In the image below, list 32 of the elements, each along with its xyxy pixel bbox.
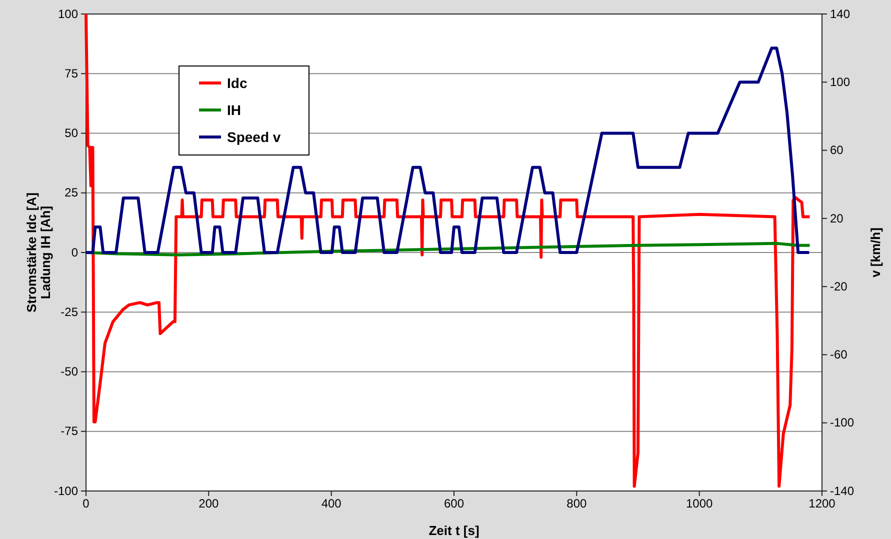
y2-tick-label: 60 (830, 143, 844, 158)
legend-label: IH (227, 102, 241, 118)
y2-axis-title: v [km/h] (868, 228, 883, 278)
line-series (84, 46, 811, 254)
y-tick-label: -50 (60, 364, 78, 379)
y-tick-label: -25 (60, 304, 78, 319)
y-tick-label: 50 (64, 126, 78, 140)
y2-tick-label: -60 (830, 348, 848, 362)
x-tick-label: 0 (82, 496, 90, 511)
y-tick-label: -100 (54, 484, 78, 498)
x-axis-title: Zeit t [s] (428, 523, 480, 538)
y2-tick-label: 100 (830, 74, 850, 89)
y-tick-label: 75 (64, 66, 78, 80)
y-axis-title: Stromstärke Idc [A] Ladung IH [Ah] (24, 192, 53, 312)
y2-tick-label: -140 (830, 484, 854, 498)
x-tick-label: 1200 (808, 496, 836, 511)
y-tick-label: 100 (58, 6, 78, 21)
y-tick-label: 0 (71, 245, 78, 260)
y2-tick-label: -20 (830, 279, 848, 294)
legend-label: Idc (227, 75, 248, 91)
x-tick-label: 400 (321, 496, 342, 511)
line-series (84, 12, 812, 488)
x-tick-label: 800 (566, 496, 587, 511)
x-tick-label: 600 (444, 496, 464, 511)
y2-tick-label: -100 (830, 416, 854, 430)
y2-tick-label: 140 (830, 6, 850, 21)
y-tick-label: 25 (64, 186, 78, 200)
x-tick-label: 200 (198, 496, 219, 511)
legend-label: Speed v (227, 129, 281, 145)
y2-tick-label: 20 (830, 211, 844, 226)
y-tick-label: -75 (60, 424, 78, 438)
x-tick-label: 1000 (686, 496, 714, 511)
